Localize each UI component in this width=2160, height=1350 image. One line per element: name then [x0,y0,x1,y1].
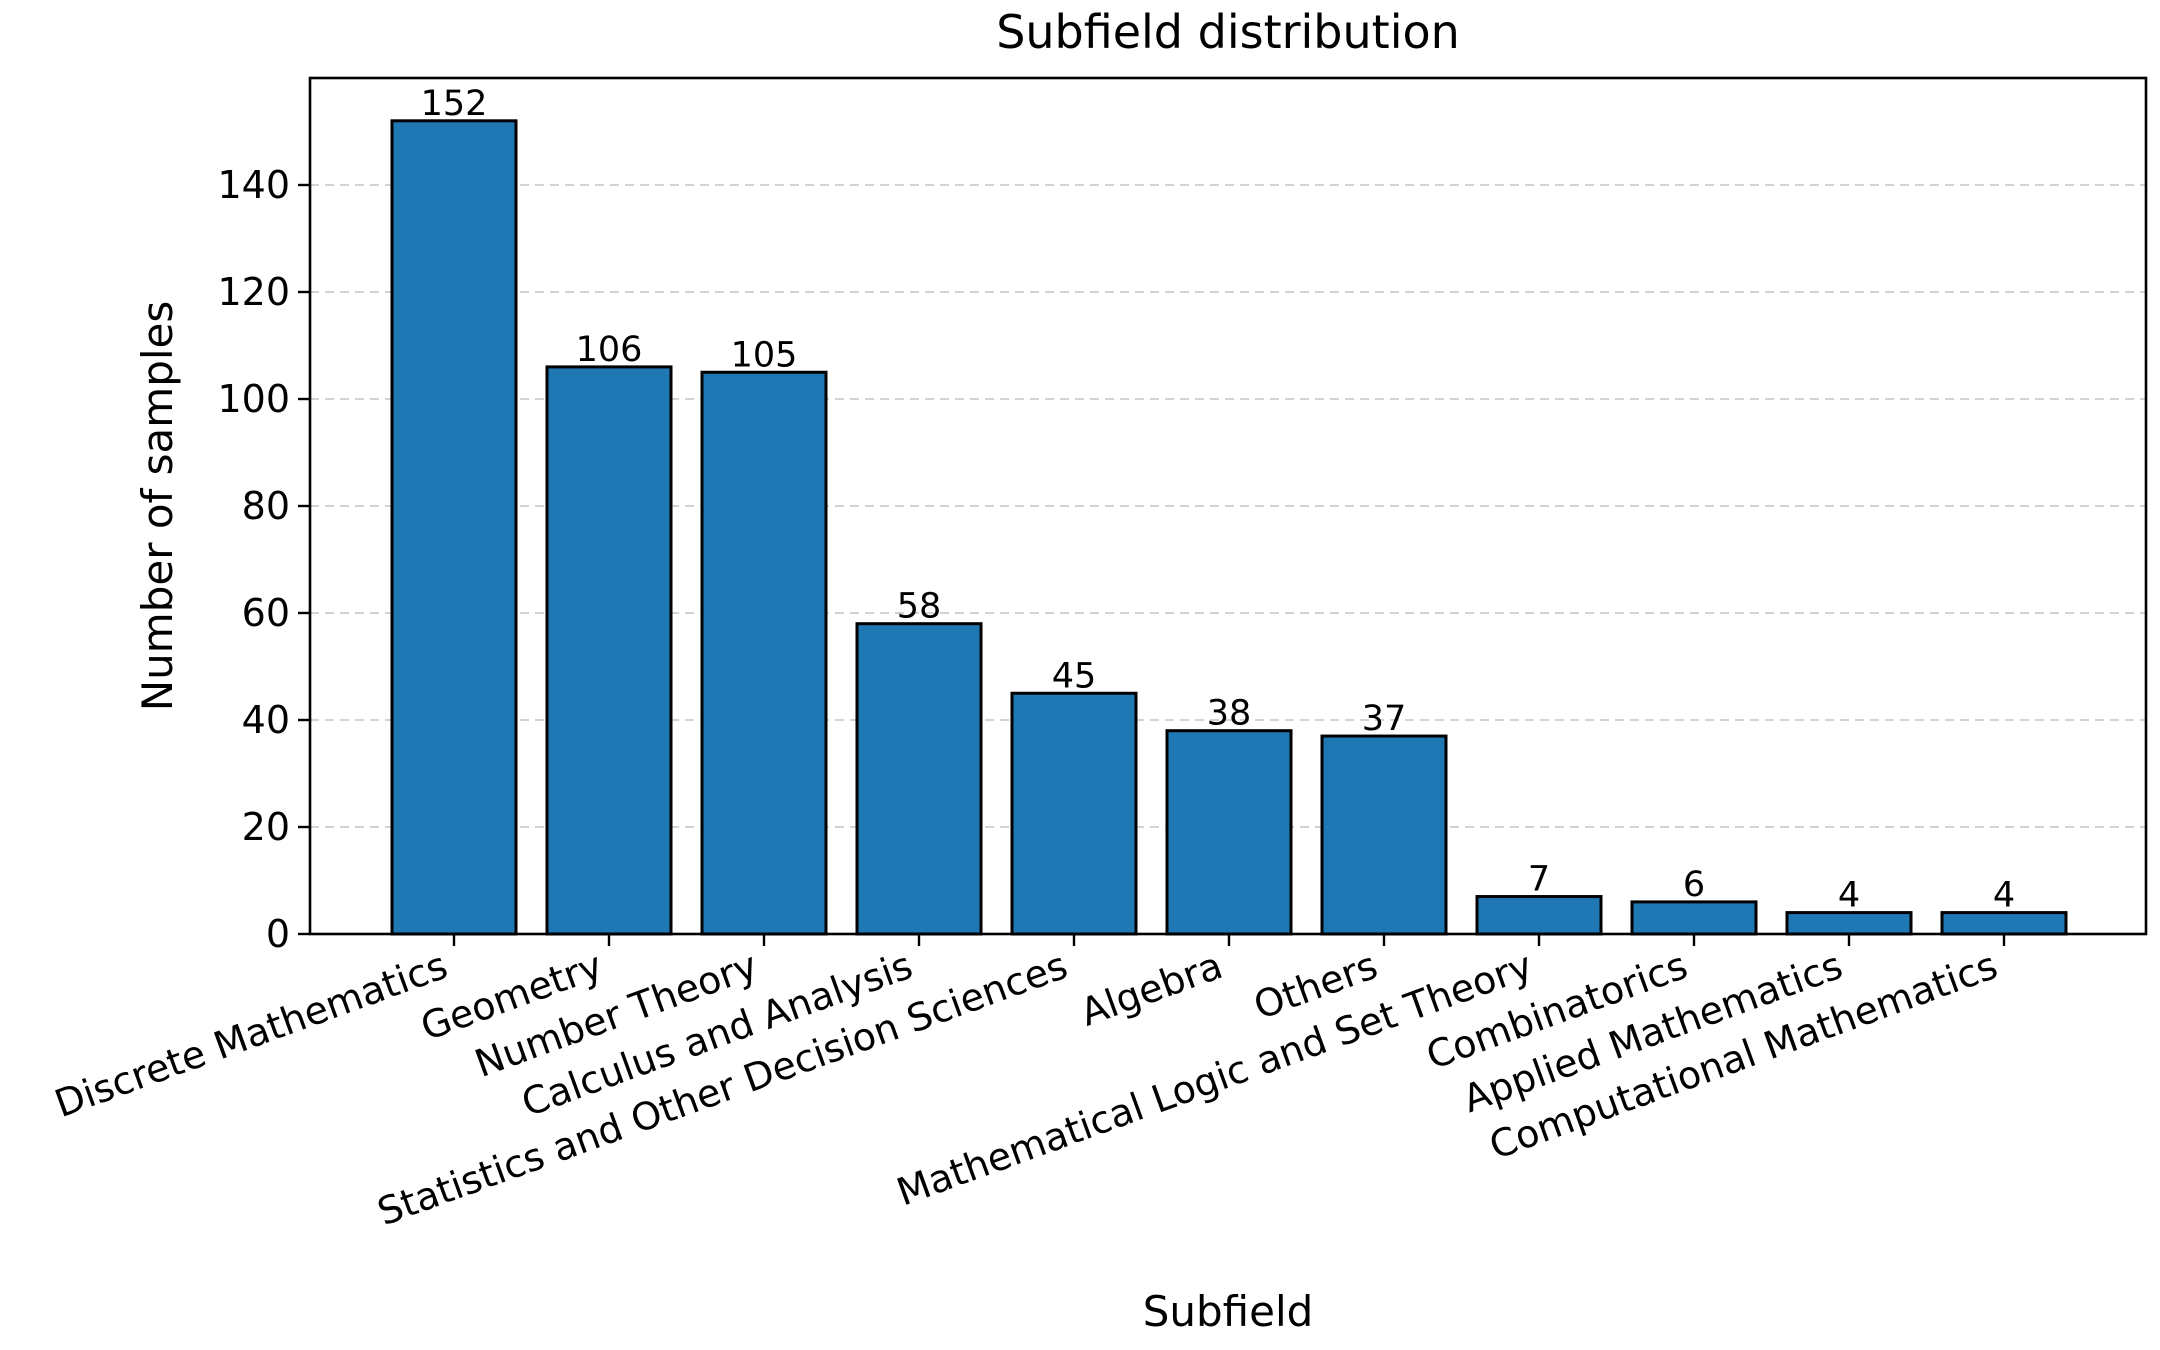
data-label-9: 6 [1683,865,1705,905]
data-label-2: 106 [576,330,643,370]
y-tick-label-80: 80 [242,484,290,528]
data-label-7: 37 [1362,699,1407,739]
y-tick-label-20: 20 [242,805,290,849]
data-label-5: 45 [1052,656,1097,696]
y-tick-label-120: 120 [217,270,290,314]
bar-6 [1165,729,1293,936]
bar-8 [1475,895,1603,936]
bars [390,119,2068,936]
bar-3 [700,370,828,936]
bar-10 [1785,911,1913,936]
x-tick-label-1: Discrete Mathematics [49,943,453,1126]
data-label-6: 38 [1207,694,1252,734]
bar-5 [1010,691,1138,936]
y-tick-label-0: 0 [266,912,290,956]
data-label-1: 152 [421,84,488,124]
data-label-8: 7 [1528,860,1550,900]
y-tick-label-100: 100 [217,377,290,421]
bar-7 [1320,734,1448,936]
data-label-4: 58 [897,587,942,627]
data-label-10: 4 [1838,876,1860,916]
y-tick-label-60: 60 [242,591,290,635]
bar-4 [855,622,983,936]
y-axis-label: Number of samples [133,301,182,711]
x-tick-label-6: Algebra [1075,943,1228,1035]
bar-1 [390,119,518,936]
bar-9 [1630,900,1758,936]
data-labels: 152 106 105 58 45 38 37 7 6 4 4 [421,84,2016,916]
chart-title: Subfield distribution [996,5,1460,59]
y-axis-ticks: 0 20 40 60 80 100 120 140 [217,163,310,956]
x-axis-label: Subfield [1143,1287,1314,1336]
bar-2 [545,365,673,936]
data-label-11: 4 [1993,876,2015,916]
y-tick-label-40: 40 [242,698,290,742]
bar-11 [1940,911,2068,936]
y-tick-label-140: 140 [217,163,290,207]
data-label-3: 105 [731,335,798,375]
